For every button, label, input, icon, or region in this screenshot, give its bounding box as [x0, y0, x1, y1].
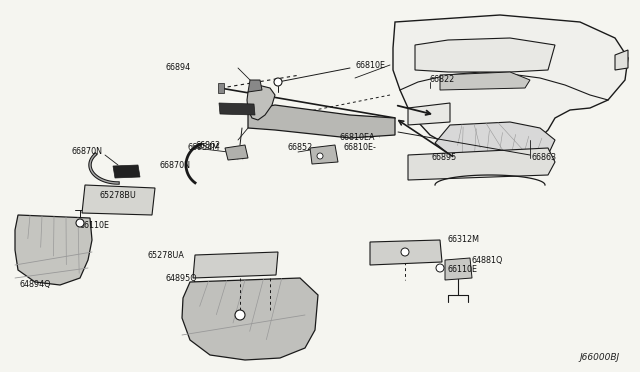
Polygon shape [310, 145, 338, 164]
Polygon shape [182, 278, 318, 360]
Text: 66954M: 66954M [188, 144, 220, 153]
Text: 66852: 66852 [288, 144, 313, 153]
Polygon shape [218, 83, 224, 93]
Polygon shape [193, 252, 278, 278]
Text: 66863: 66863 [532, 154, 557, 163]
Polygon shape [82, 185, 155, 215]
Polygon shape [440, 72, 530, 90]
Polygon shape [113, 165, 140, 178]
Text: 64881Q: 64881Q [472, 256, 504, 264]
Text: 66110E: 66110E [448, 266, 478, 275]
Text: 66862: 66862 [195, 141, 220, 150]
Circle shape [401, 248, 409, 256]
Text: 66312M: 66312M [448, 235, 480, 244]
Polygon shape [248, 105, 395, 138]
Circle shape [274, 78, 282, 86]
Text: 66870N: 66870N [160, 160, 191, 170]
Text: 66894: 66894 [165, 64, 190, 73]
Text: 66810E: 66810E [355, 61, 385, 70]
Polygon shape [615, 50, 628, 70]
Circle shape [317, 153, 323, 159]
Polygon shape [408, 103, 450, 125]
Text: 65278BU: 65278BU [100, 190, 137, 199]
Text: 66810EA: 66810EA [340, 134, 376, 142]
Polygon shape [219, 103, 255, 115]
Circle shape [76, 219, 84, 227]
Polygon shape [370, 240, 442, 265]
Text: 66110E: 66110E [80, 221, 110, 230]
Text: 65278UA: 65278UA [148, 250, 185, 260]
Polygon shape [393, 15, 628, 162]
Text: 66870N: 66870N [72, 148, 103, 157]
Polygon shape [408, 148, 555, 180]
Text: 66895: 66895 [432, 154, 457, 163]
Circle shape [235, 310, 245, 320]
Text: 66822: 66822 [430, 76, 455, 84]
Text: J66000BJ: J66000BJ [580, 353, 620, 362]
Polygon shape [247, 85, 275, 120]
Polygon shape [15, 215, 92, 285]
Circle shape [436, 264, 444, 272]
Polygon shape [445, 258, 472, 280]
Polygon shape [435, 122, 555, 160]
Text: 64895Q: 64895Q [165, 273, 196, 282]
Polygon shape [415, 38, 555, 72]
Polygon shape [225, 145, 248, 160]
Text: 66810E-: 66810E- [343, 144, 376, 153]
Text: 64894Q: 64894Q [20, 280, 51, 289]
Polygon shape [248, 80, 262, 92]
